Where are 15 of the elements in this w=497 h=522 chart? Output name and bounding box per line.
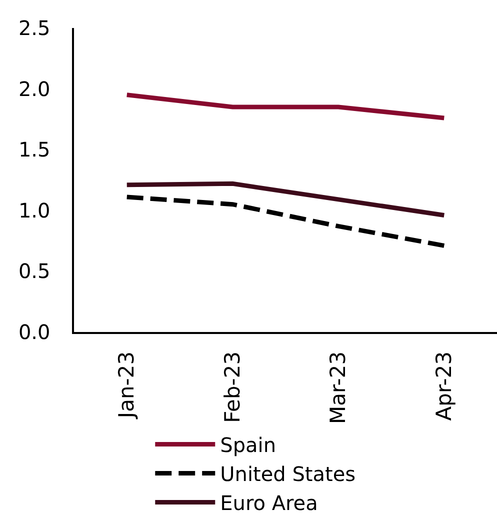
x-tick-label: Feb-23 [220,351,244,423]
y-tick-label: 1.5 [18,138,50,162]
legend-label: Euro Area [220,491,318,516]
legend-label: Spain [220,433,276,458]
x-tick-label: Mar-23 [326,351,350,424]
x-tick-label: Jan-23 [114,351,139,420]
y-tick-label: 1.0 [18,198,50,222]
y-tick-label: 2.0 [18,76,50,101]
y-tick-label: 0.0 [18,320,50,344]
legend-label: United States [220,462,356,486]
y-tick-label: 2.5 [18,16,50,40]
line-series [124,181,446,218]
x-tick-label: Apr-23 [432,351,456,421]
y-tick-label: 0.5 [18,259,50,284]
line-series [124,194,446,248]
